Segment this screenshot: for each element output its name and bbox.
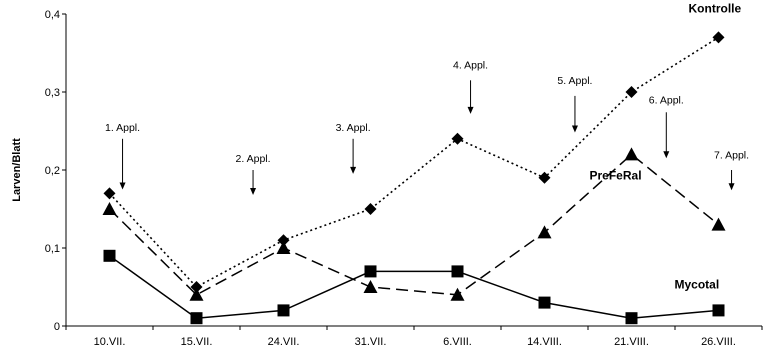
y-tick-label: 0,3 — [45, 87, 60, 99]
annotation-label: 7. Appl. — [714, 149, 749, 161]
data-point-preferal — [624, 147, 639, 161]
series-label-mycotal: Mycotal — [675, 278, 720, 292]
y-tick-label: 0,4 — [45, 9, 60, 21]
data-point-mycotal — [277, 304, 290, 317]
y-tick-label: 0 — [54, 321, 60, 333]
series-labels: Kontrolle PreFeRal Mycotal — [590, 1, 742, 291]
annotation-arrowhead — [467, 106, 474, 114]
data-point-preferal — [537, 225, 552, 239]
data-point-mycotal — [364, 265, 377, 278]
data-point-mycotal — [538, 296, 551, 309]
y-tick-label: 0,2 — [45, 165, 60, 177]
x-ticks: 10.VII. 15.VII. 24.VII. 31.VII. 6.VIII. 14.VI… — [65, 326, 763, 348]
data-point-preferal — [276, 241, 291, 254]
data-point-preferal — [363, 280, 378, 293]
series-label-kontrolle: Kontrolle — [689, 1, 742, 15]
data-point-preferal — [711, 217, 726, 231]
data-point-kontrolle — [277, 234, 290, 247]
series-group — [102, 31, 726, 325]
series-line-kontrolle — [108, 36, 719, 288]
y-ticks: 0 0,1 0,2 0,3 0,4 — [45, 9, 66, 333]
data-point-kontrolle — [364, 203, 377, 215]
x-tick-label: 6.VIII. — [443, 336, 472, 348]
data-point-preferal — [102, 202, 117, 215]
data-point-mycotal — [451, 265, 464, 278]
data-point-mycotal — [103, 249, 116, 262]
annotation-arrowhead — [728, 183, 735, 191]
x-tick-label: 26.VIII. — [701, 336, 736, 348]
x-tick-label: 24.VII. — [268, 336, 300, 348]
data-point-kontrolle — [712, 31, 725, 44]
data-point-kontrolle — [538, 171, 551, 184]
annotation-arrowhead — [350, 166, 357, 174]
x-tick-label: 14.VIII. — [527, 336, 562, 348]
data-point-preferal — [450, 287, 465, 301]
annotation-label: 3. Appl. — [336, 122, 371, 134]
application-annotations: 1. Appl. 2. Appl. 3. Appl. 4. Appl. 5. Appl.… — [105, 60, 749, 195]
annotation-label: 1. Appl. — [105, 122, 140, 134]
x-tick-label: 15.VII. — [181, 336, 213, 348]
annotation-label: 2. Appl. — [236, 153, 271, 165]
y-axis-label: Larven/Blatt — [11, 138, 23, 202]
annotation-arrowhead — [250, 187, 257, 195]
annotation-label: 6. Appl. — [649, 95, 684, 107]
x-tick-label: 31.VII. — [355, 336, 387, 348]
data-point-mycotal — [712, 304, 725, 317]
series-line-mycotal — [109, 255, 719, 319]
data-point-kontrolle — [625, 86, 638, 98]
x-tick-label: 21.VIII. — [614, 336, 649, 348]
x-tick-label: 10.VII. — [94, 336, 126, 348]
annotation-arrowhead — [663, 151, 670, 159]
annotation-label: 5. Appl. — [557, 75, 592, 87]
series-label-preferal: PreFeRal — [590, 168, 642, 182]
data-point-kontrolle — [103, 187, 116, 200]
annotation-arrowhead — [571, 125, 578, 133]
annotation-label: 4. Appl. — [453, 60, 488, 72]
y-tick-label: 0,1 — [45, 243, 60, 255]
data-point-mycotal — [190, 312, 203, 325]
data-point-mycotal — [625, 312, 638, 325]
data-point-kontrolle — [451, 132, 464, 145]
data-point-kontrolle — [190, 281, 203, 293]
annotation-arrowhead — [119, 182, 126, 190]
data-point-preferal — [189, 287, 204, 301]
